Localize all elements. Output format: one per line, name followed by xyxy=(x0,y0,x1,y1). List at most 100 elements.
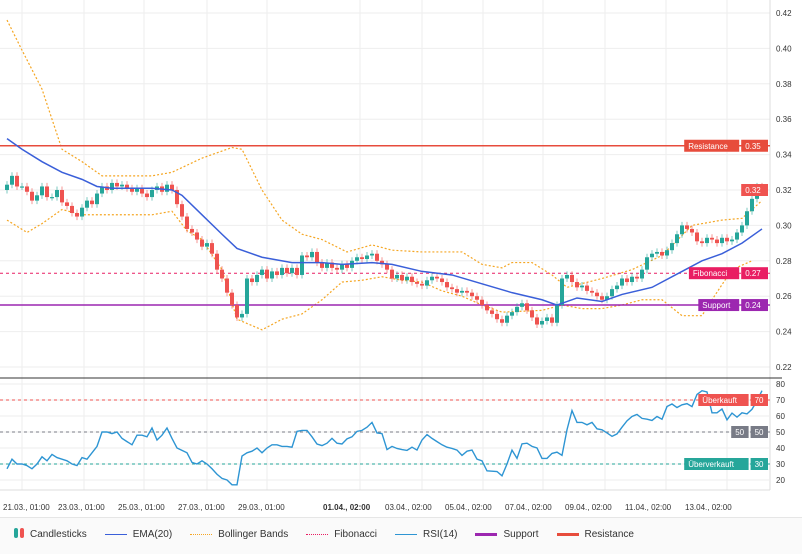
x-tick-label: 01.04., 02:00 xyxy=(323,503,371,512)
candle xyxy=(205,239,209,251)
candle-body xyxy=(295,267,299,275)
candle-body xyxy=(640,269,644,279)
rsi-level-value: 50 xyxy=(755,428,764,437)
candle-body xyxy=(445,282,449,288)
candle-body xyxy=(315,251,319,263)
legend-item-candlesticks[interactable]: Candlesticks xyxy=(14,528,87,541)
x-tick-label: 23.03., 01:00 xyxy=(58,503,105,512)
ema20-line xyxy=(6,138,763,306)
candle xyxy=(375,250,379,265)
line-swatch-icon xyxy=(395,534,418,535)
candle-body xyxy=(610,289,614,297)
candle-body xyxy=(395,274,399,279)
candle-body xyxy=(460,290,464,293)
candle-body xyxy=(340,264,344,270)
rsi-level-label-bg xyxy=(731,426,749,438)
candle-body xyxy=(455,289,459,293)
candle-body xyxy=(385,264,389,270)
candle xyxy=(640,266,644,283)
legend-label: EMA(20) xyxy=(132,529,173,540)
candle xyxy=(355,253,359,265)
candle xyxy=(665,246,669,260)
candle-body xyxy=(425,280,429,286)
candle xyxy=(130,184,134,196)
candle-body xyxy=(85,200,89,208)
candle xyxy=(215,250,219,274)
rsi-tick-label: 30 xyxy=(776,460,785,469)
candle xyxy=(80,204,84,221)
candle xyxy=(45,182,49,201)
candle-body xyxy=(575,282,579,288)
candle-body xyxy=(475,296,479,300)
candle xyxy=(605,292,609,304)
price-tick-label: 0.30 xyxy=(776,221,792,230)
candle-body xyxy=(645,257,649,270)
candle-body xyxy=(115,182,119,187)
fibonacci-label-bg xyxy=(688,267,740,280)
x-tick-label: 27.03., 01:00 xyxy=(178,503,225,512)
candle-body xyxy=(280,267,284,275)
candle xyxy=(455,285,459,297)
candle xyxy=(540,317,544,329)
legend-item-bollinger-bands[interactable]: Bollinger Bands xyxy=(190,529,288,540)
candle xyxy=(675,230,679,247)
legend-label: RSI(14) xyxy=(423,529,458,540)
candle xyxy=(635,273,639,283)
candle-body xyxy=(565,274,569,279)
candle-body xyxy=(720,237,724,244)
candle xyxy=(720,234,724,247)
candle xyxy=(295,264,299,279)
candle xyxy=(245,274,249,318)
candle xyxy=(25,182,29,196)
candle-body xyxy=(635,276,639,279)
x-tick-label: 21.03., 01:00 xyxy=(3,503,50,512)
price-tick-label: 0.24 xyxy=(776,328,792,337)
candle-body xyxy=(330,262,334,268)
bollinger-upper-line xyxy=(6,19,763,289)
fibonacci-value-bg xyxy=(741,267,768,280)
candle xyxy=(700,237,704,247)
candle xyxy=(615,282,619,293)
legend-item-fibonacci[interactable]: Fibonacci xyxy=(306,529,377,540)
candle-body xyxy=(195,232,199,240)
candle xyxy=(55,186,59,201)
candle xyxy=(100,182,104,198)
candle-body xyxy=(560,278,564,306)
legend-item-support[interactable]: Support xyxy=(475,529,539,540)
candle xyxy=(570,271,574,286)
candle xyxy=(510,308,514,320)
candle xyxy=(430,273,434,284)
rsi-tick-label: 60 xyxy=(776,412,785,421)
candle xyxy=(660,248,664,260)
candle-body xyxy=(245,278,249,314)
legend-item-resistance[interactable]: Resistance xyxy=(556,529,634,540)
price-tick-label: 0.38 xyxy=(776,80,792,89)
resistance-value: 0.35 xyxy=(745,142,761,151)
candle xyxy=(370,250,374,260)
candle xyxy=(175,186,179,208)
chart[interactable]: 0.22 0.24 0.26 0.28 0.30 0.32 0.34 0.36 0.38 0.40… xyxy=(0,0,802,517)
candle xyxy=(195,228,199,244)
legend-item-rsi-14[interactable]: RSI(14) xyxy=(395,529,457,540)
support-value: 0.24 xyxy=(745,301,761,310)
candle-body xyxy=(605,296,609,300)
candle-body xyxy=(260,269,264,275)
candle xyxy=(285,264,289,277)
candle-body xyxy=(50,197,54,199)
candle xyxy=(735,228,739,244)
candle xyxy=(575,278,579,291)
candle-body xyxy=(150,190,154,198)
candle-body xyxy=(90,200,94,205)
candle xyxy=(505,312,509,327)
candle xyxy=(385,260,389,274)
candle-body xyxy=(80,207,84,217)
candle xyxy=(220,266,224,283)
legend-label: Candlesticks xyxy=(30,529,87,540)
candle-body xyxy=(265,269,269,279)
candle xyxy=(20,182,24,190)
legend-item-ema-20[interactable]: EMA(20) xyxy=(104,529,173,540)
candle-body xyxy=(690,228,694,233)
candle xyxy=(485,301,489,314)
candle xyxy=(480,296,484,309)
candle xyxy=(725,234,729,245)
